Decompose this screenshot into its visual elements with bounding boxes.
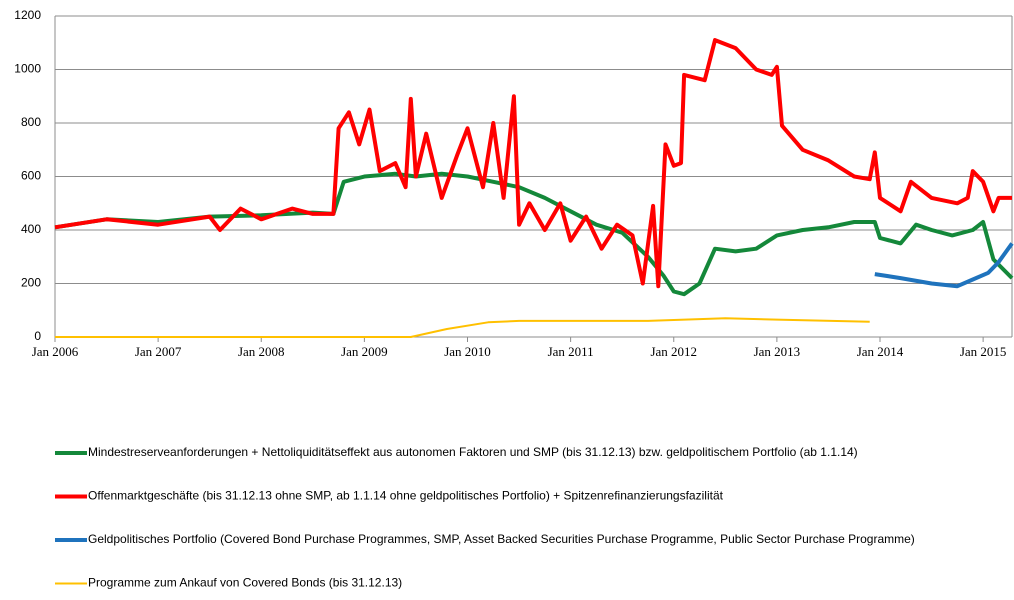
y-tick-label: 600 bbox=[21, 169, 41, 183]
series-line bbox=[54, 171, 1014, 297]
series-line bbox=[874, 242, 1014, 289]
x-tick-label: Jan 2009 bbox=[341, 344, 388, 359]
x-tick-label: Jan 2013 bbox=[754, 344, 801, 359]
y-tick-label: 1000 bbox=[14, 62, 41, 76]
x-tick-label: Jan 2011 bbox=[548, 344, 594, 359]
y-tick-label: 400 bbox=[21, 222, 41, 236]
x-tick-label: Jan 2012 bbox=[650, 344, 697, 359]
legend-label: Programme zum Ankauf von Covered Bonds (… bbox=[88, 576, 402, 590]
x-tick-label: Jan 2008 bbox=[238, 344, 285, 359]
x-tick-label: Jan 2010 bbox=[444, 344, 491, 359]
legend-label: Offenmarktgeschäfte (bis 31.12.13 ohne S… bbox=[88, 489, 724, 503]
legend-label: Mindestreserveanforderungen + Nettoliqui… bbox=[88, 445, 858, 459]
x-tick-label: Jan 2007 bbox=[135, 344, 182, 359]
series-line bbox=[55, 317, 870, 338]
y-tick-label: 0 bbox=[34, 329, 41, 343]
y-tick-label: 200 bbox=[21, 276, 41, 290]
series-line bbox=[54, 38, 1012, 289]
y-tick-label: 800 bbox=[21, 115, 41, 129]
legend-label: Geldpolitisches Portfolio (Covered Bond … bbox=[88, 532, 915, 546]
x-tick-label: Jan 2014 bbox=[857, 344, 904, 359]
x-tick-label: Jan 2015 bbox=[960, 344, 1007, 359]
y-tick-label: 1200 bbox=[14, 8, 41, 22]
x-tick-label: Jan 2006 bbox=[32, 344, 79, 359]
